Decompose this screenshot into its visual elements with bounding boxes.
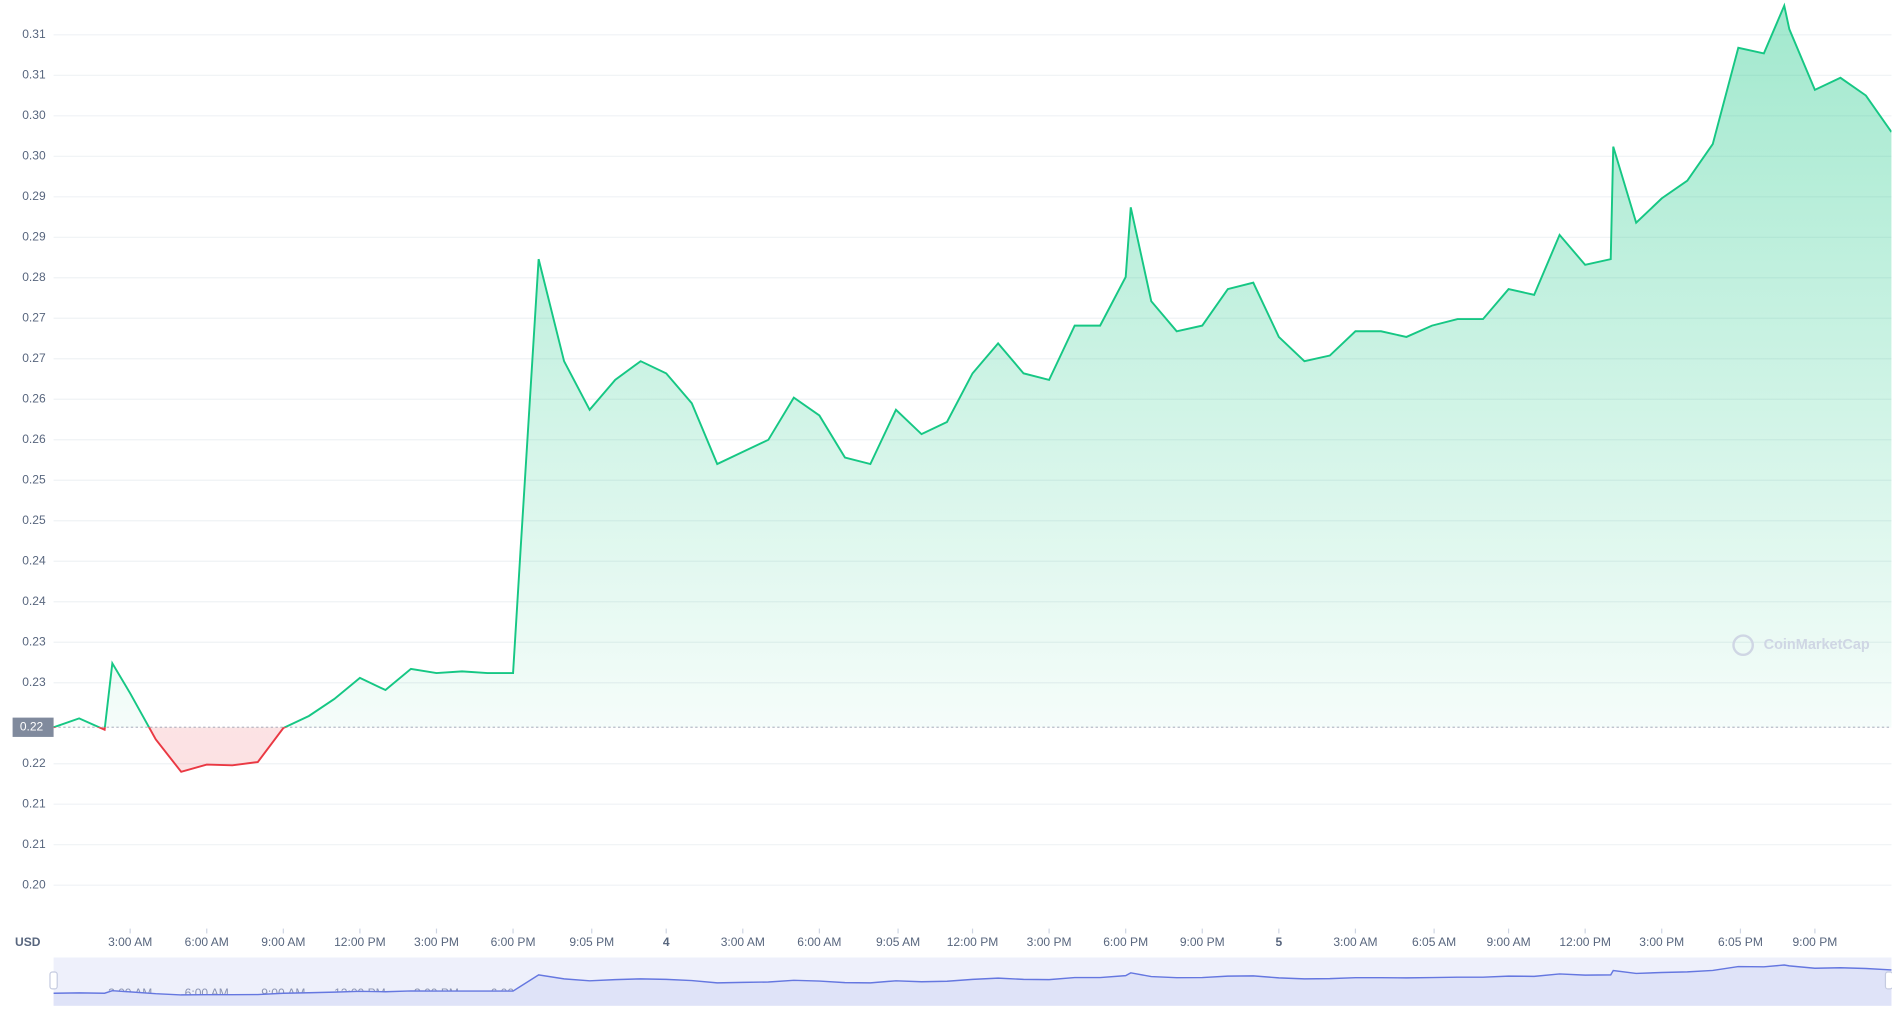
y-tick-label: 0.29 <box>22 229 46 243</box>
x-tick-label: 3:00 PM <box>1639 935 1684 949</box>
x-tick-label: 9:05 PM <box>569 935 614 949</box>
y-tick-label: 0.23 <box>22 675 46 689</box>
x-tick-label: 12:00 PM <box>947 935 999 949</box>
y-tick-label: 0.29 <box>22 189 46 203</box>
x-tick-label: 9:05 AM <box>876 935 920 949</box>
y-tick-label: 0.31 <box>22 68 46 82</box>
x-tick-label: 6:05 AM <box>1412 935 1456 949</box>
y-tick-label: 0.21 <box>22 796 46 810</box>
area-layer <box>53 5 1892 772</box>
area-down <box>53 727 285 772</box>
x-tick-label: 12:00 PM <box>334 935 386 949</box>
y-tick-label: 0.30 <box>22 108 46 122</box>
y-tick-label: 0.25 <box>22 472 46 486</box>
x-tick-label: 6:00 AM <box>797 935 841 949</box>
y-tick-label: 0.27 <box>22 310 46 324</box>
x-tick-label: 9:00 AM <box>1486 935 1530 949</box>
y-tick-label: 0.26 <box>22 391 46 405</box>
y-tick-label: 0.27 <box>22 351 46 365</box>
area-up <box>53 5 1892 728</box>
x-tick-label: 9:00 AM <box>261 935 305 949</box>
x-tick-label: 6:05 PM <box>1718 935 1763 949</box>
navigator-handle <box>49 971 58 990</box>
x-tick-label: 9:00 PM <box>1180 935 1225 949</box>
line-layer <box>53 2 1892 773</box>
watermark-logo <box>1732 634 1754 657</box>
x-tick-label: 3:00 AM <box>1333 935 1377 949</box>
y-tick-label: 0.24 <box>22 553 46 567</box>
navigator-line <box>53 964 1892 996</box>
y-tick-label: 0.21 <box>22 837 46 851</box>
x-tick-label: 6:00 PM <box>491 935 536 949</box>
y-tick-label: 0.22 <box>22 756 46 770</box>
watermark: CoinMarketCap <box>1764 637 1870 653</box>
y-tick-label: 0.23 <box>22 634 46 648</box>
x-tick-label: 3:00 AM <box>721 935 765 949</box>
y-tick-label: 0.24 <box>22 594 46 608</box>
x-tick-label: 12:00 PM <box>1559 935 1611 949</box>
x-tick-label: 4 <box>663 935 670 949</box>
navigator-handle <box>1884 971 1892 990</box>
y-tick-label: 0.20 <box>22 877 46 891</box>
x-tick-label: 3:00 PM <box>1027 935 1072 949</box>
x-tick-label: 6:00 AM <box>185 935 229 949</box>
open-price-box <box>12 717 54 737</box>
price-line <box>53 2 1892 728</box>
y-tick-label: 0.26 <box>22 432 46 446</box>
y-tick-label: 0.25 <box>22 513 46 527</box>
navigator-area <box>53 965 1892 1006</box>
y-tick-label: 0.30 <box>22 148 46 162</box>
open-price-label: 0.22 <box>20 719 44 733</box>
x-tick-label: 5 <box>1275 935 1282 949</box>
x-tick-label: 6:00 PM <box>1103 935 1148 949</box>
currency-label: USD <box>15 935 41 949</box>
y-tick-label: 0.28 <box>22 270 46 284</box>
x-tick-label: 3:00 AM <box>108 935 152 949</box>
x-tick-label: 3:00 PM <box>414 935 459 949</box>
y-tick-label: 0.31 <box>22 27 46 41</box>
x-tick-label: 9:00 PM <box>1792 935 1837 949</box>
